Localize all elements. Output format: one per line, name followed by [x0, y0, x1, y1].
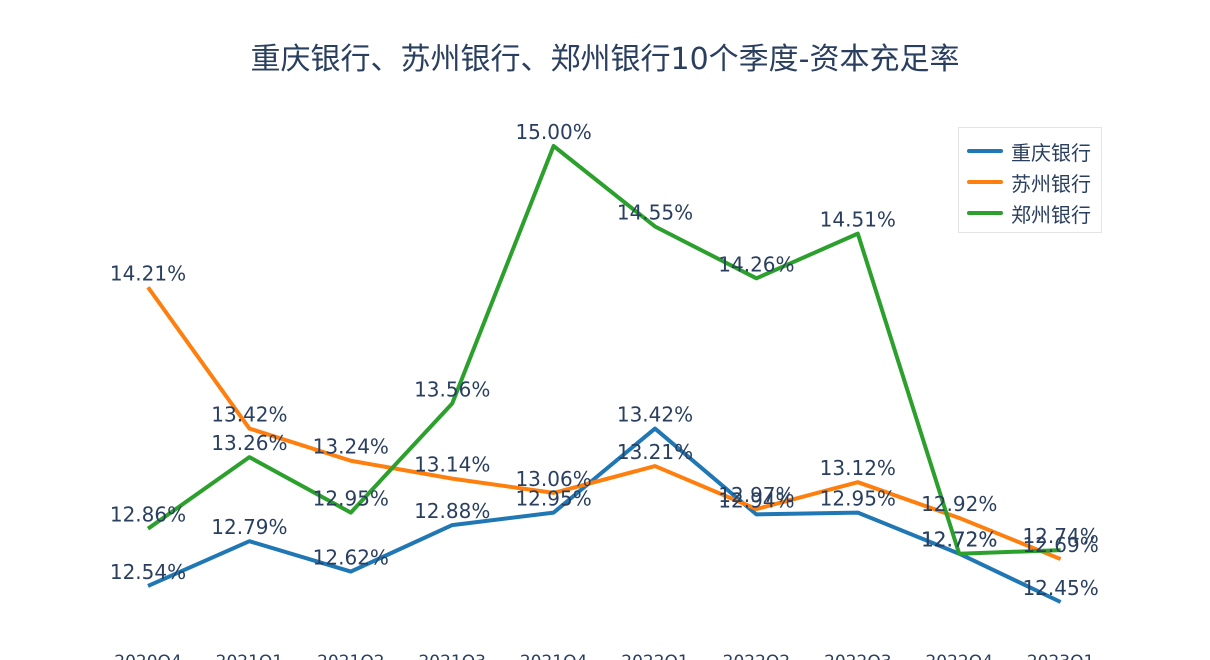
- legend[interactable]: 重庆银行 苏州银行 郑州银行: [958, 127, 1102, 233]
- x-tick-label: 2022Q4: [925, 652, 992, 660]
- data-label: 12.72%: [921, 528, 997, 552]
- data-label: 13.42%: [617, 403, 693, 427]
- data-label: 12.74%: [1022, 524, 1098, 548]
- data-label: 13.26%: [211, 431, 287, 455]
- x-tick-label: 2021Q4: [520, 652, 587, 660]
- legend-swatch: [967, 149, 1003, 153]
- legend-item-zhengzhou[interactable]: 郑州银行: [967, 198, 1091, 228]
- data-label: 14.51%: [820, 208, 896, 232]
- x-tick-label: 2022Q3: [824, 652, 891, 660]
- data-label: 12.88%: [414, 499, 490, 523]
- data-label: 13.21%: [617, 440, 693, 464]
- data-label: 12.95%: [820, 487, 896, 511]
- data-label: 12.94%: [718, 488, 794, 512]
- data-label: 12.97%: [718, 483, 794, 507]
- data-label: 13.42%: [211, 403, 287, 427]
- data-label: 13.12%: [820, 456, 896, 480]
- data-label: 12.62%: [313, 546, 389, 570]
- data-label: 12.69%: [1022, 533, 1098, 557]
- legend-label: 郑州银行: [1011, 202, 1091, 227]
- legend-label: 苏州银行: [1011, 171, 1091, 196]
- data-label: 13.56%: [414, 378, 490, 402]
- legend-item-chongqing[interactable]: 重庆银行: [967, 136, 1091, 166]
- series-line-2[interactable]: [146, 144, 1061, 556]
- data-label: 12.95%: [515, 487, 591, 511]
- data-label: 13.06%: [515, 467, 591, 491]
- data-label: 12.72%: [921, 528, 997, 552]
- x-tick-label: 2022Q1: [621, 652, 688, 660]
- legend-swatch: [967, 211, 1003, 215]
- legend-label: 重庆银行: [1011, 140, 1091, 165]
- x-tick-label: 2021Q2: [317, 652, 384, 660]
- data-label: 12.95%: [313, 487, 389, 511]
- data-label: 15.00%: [515, 120, 591, 144]
- data-label: 14.21%: [110, 261, 186, 285]
- data-label: 12.86%: [110, 503, 186, 527]
- data-label: 12.92%: [921, 492, 997, 516]
- data-label: 12.54%: [110, 560, 186, 584]
- data-label: 12.79%: [211, 515, 287, 539]
- data-label: 13.24%: [313, 435, 389, 459]
- legend-swatch: [967, 180, 1003, 184]
- x-tick-label: 2021Q1: [216, 652, 283, 660]
- x-tick-label: 2021Q3: [418, 652, 485, 660]
- data-label: 13.14%: [414, 453, 490, 477]
- data-label: 12.45%: [1022, 576, 1098, 600]
- data-label: 14.55%: [617, 200, 693, 224]
- x-tick-label: 2022Q2: [723, 652, 790, 660]
- x-tick-label: 2023Q1: [1027, 652, 1094, 660]
- series-line-0[interactable]: [147, 426, 1062, 604]
- chart-title: 重庆银行、苏州银行、郑州银行10个季度-资本充足率: [250, 42, 960, 77]
- data-label: 14.26%: [718, 252, 794, 276]
- series-line-1[interactable]: [146, 286, 1062, 561]
- legend-item-suzhou[interactable]: 苏州银行: [967, 167, 1091, 197]
- x-tick-label: 2020Q4: [114, 652, 181, 660]
